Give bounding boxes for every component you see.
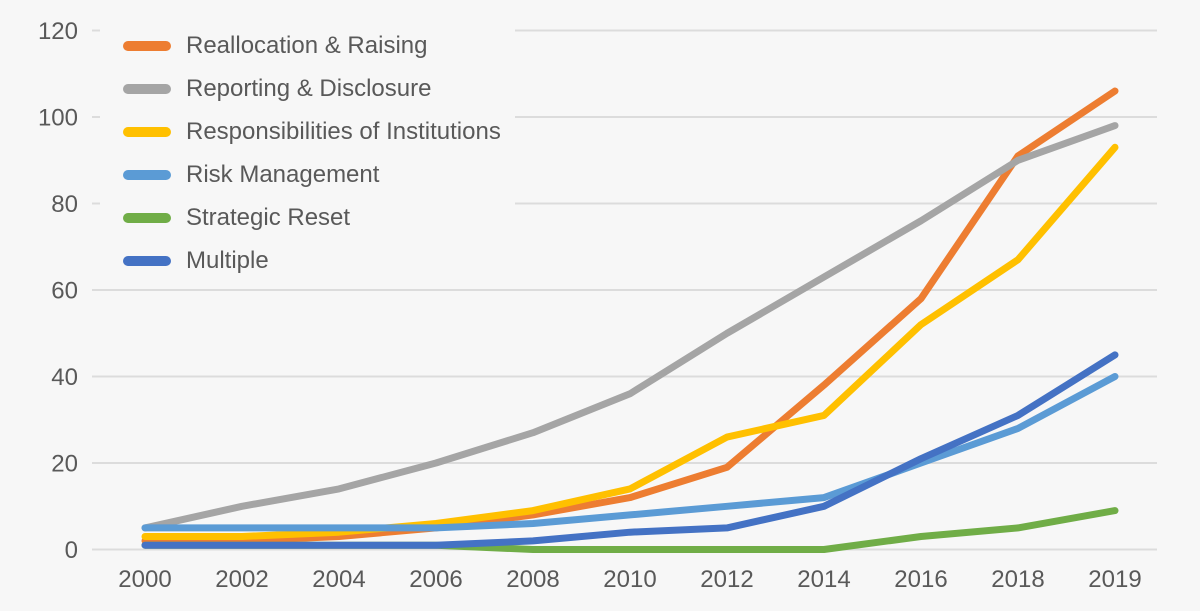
legend-swatch-icon: [123, 255, 171, 266]
x-tick-label: 2014: [797, 566, 850, 593]
series-line-reallocation-raising: [141, 87, 1119, 545]
legend-swatch-icon: [123, 83, 171, 94]
legend-item: Responsibilities of Institutions: [100, 110, 501, 153]
series-line-risk-management: [141, 373, 1119, 532]
x-tick-label: 2010: [603, 566, 656, 593]
x-tick-label: 2008: [506, 566, 559, 593]
x-tick-label: 2012: [700, 566, 753, 593]
y-tick-label: 100: [38, 105, 78, 132]
x-tick-label: 2006: [409, 566, 462, 593]
legend-label: Reallocation & Raising: [186, 31, 428, 59]
legend-swatch-icon: [123, 126, 171, 137]
legend-item: Strategic Reset: [100, 196, 501, 239]
legend-swatch-icon: [123, 212, 171, 223]
chart-legend: Reallocation & Raising Reporting & Disclo…: [100, 21, 515, 286]
x-tick-label: 2002: [215, 566, 268, 593]
series-line-multiple: [141, 351, 1119, 549]
y-tick-label: 40: [51, 364, 78, 391]
legend-label: Strategic Reset: [186, 203, 351, 231]
legend-item: Reallocation & Raising: [100, 24, 501, 67]
legend-swatch-icon: [123, 40, 171, 51]
x-tick-label: 2019: [1088, 566, 1141, 593]
y-tick-label: 0: [65, 537, 78, 564]
legend-label: Reporting & Disclosure: [186, 74, 432, 102]
legend-label: Risk Management: [186, 160, 380, 188]
legend-label: Responsibilities of Institutions: [186, 117, 501, 145]
x-tick-label: 2000: [118, 566, 171, 593]
x-tick-label: 2018: [991, 566, 1044, 593]
y-tick-label: 60: [51, 278, 78, 305]
legend-item: Multiple: [100, 239, 501, 282]
legend-label: Multiple: [186, 246, 269, 274]
legend-item: Reporting & Disclosure: [100, 67, 501, 110]
legend-swatch-icon: [123, 169, 171, 180]
legend-item: Risk Management: [100, 153, 501, 196]
x-tick-label: 2016: [894, 566, 947, 593]
series-line-reporting-disclosure: [141, 122, 1119, 532]
x-tick-label: 2004: [312, 566, 365, 593]
y-tick-label: 20: [51, 451, 78, 478]
y-tick-label: 120: [38, 18, 78, 45]
series-line-responsibilities-of-institutions: [141, 143, 1119, 540]
y-tick-label: 80: [51, 191, 78, 218]
